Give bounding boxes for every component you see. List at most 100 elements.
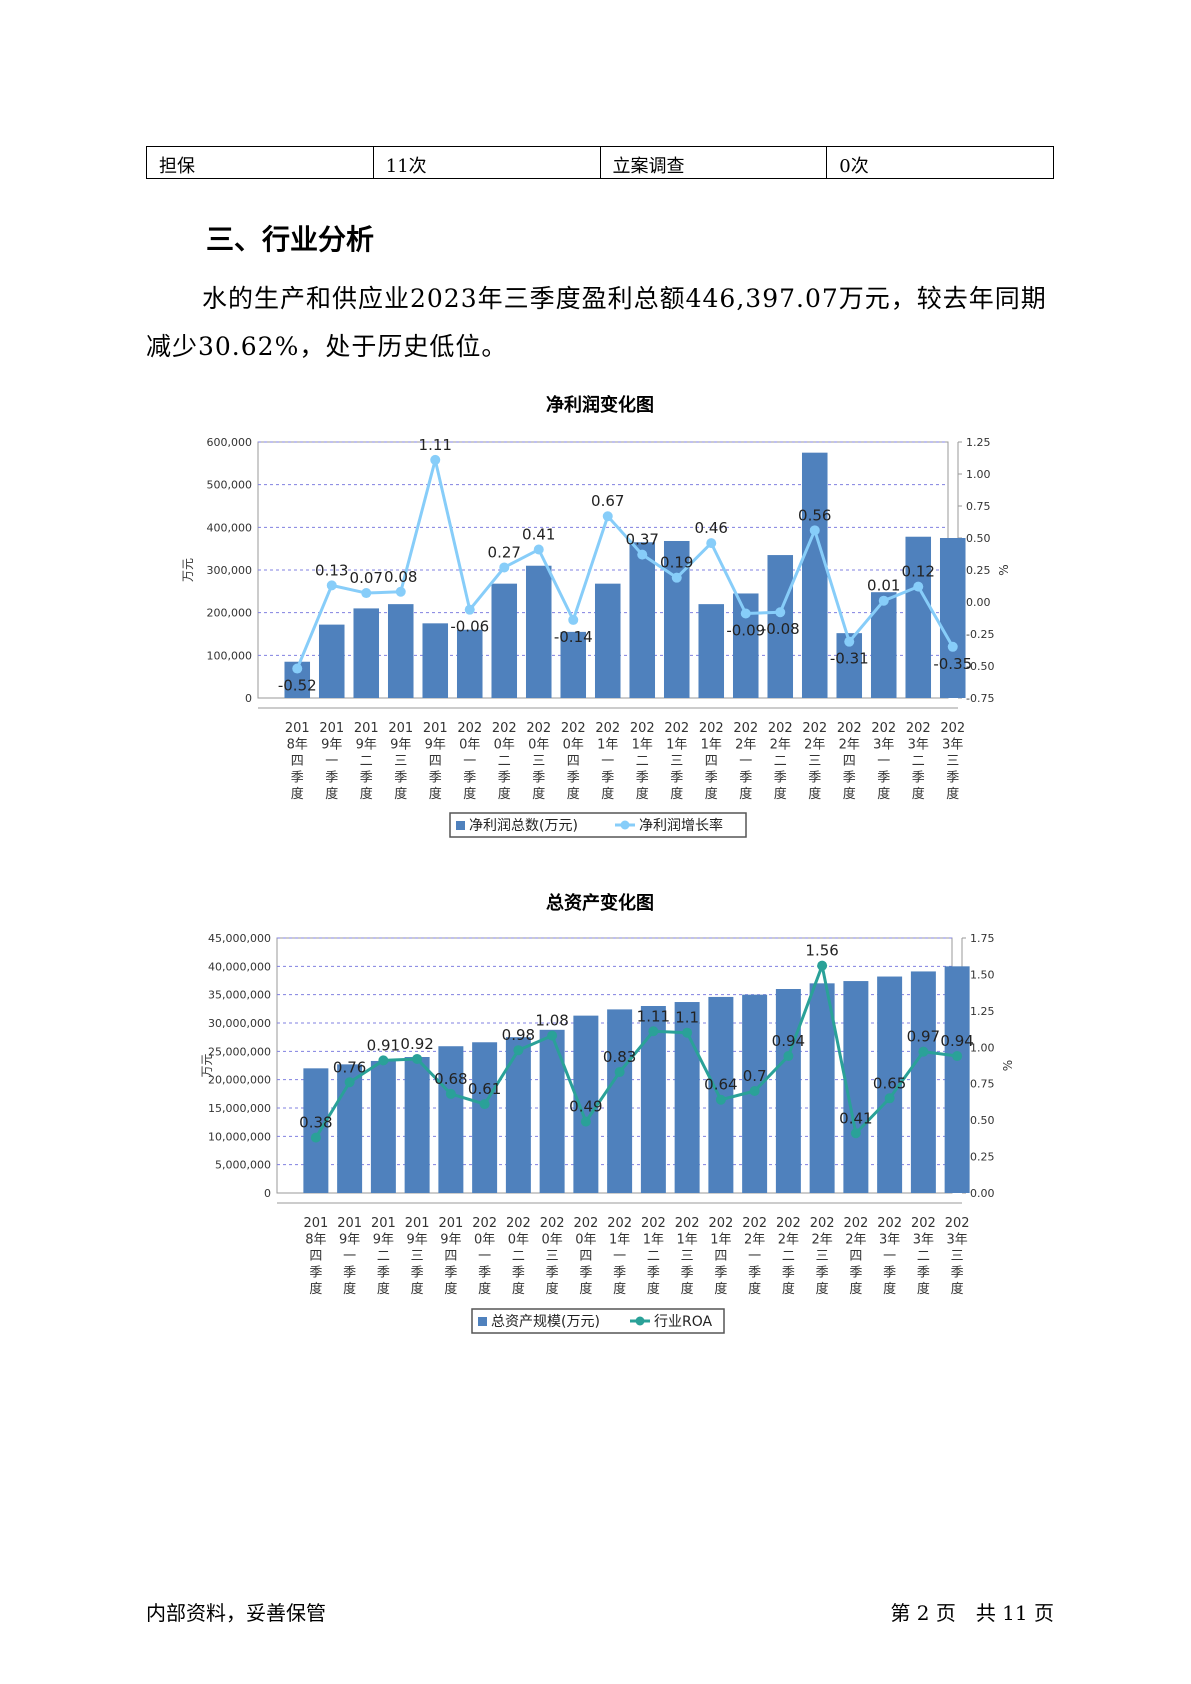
data-label: 0.01: [867, 577, 900, 595]
svg-text:三: 三: [546, 1249, 559, 1264]
svg-text:季: 季: [647, 1266, 660, 1281]
svg-text:季: 季: [613, 1266, 626, 1281]
svg-text:9年: 9年: [390, 738, 411, 753]
footer-confidential-note: 内部资料，妥善保管: [146, 1601, 326, 1625]
svg-text:202: 202: [940, 721, 965, 736]
data-label: 0.07: [350, 569, 383, 587]
data-label: 0.68: [434, 1070, 467, 1088]
svg-text:三: 三: [681, 1249, 694, 1264]
bar: [870, 592, 897, 698]
bar: [939, 538, 966, 698]
svg-text:度: 度: [647, 1281, 660, 1297]
svg-text:202: 202: [573, 1216, 598, 1231]
svg-text:二: 二: [774, 754, 787, 769]
svg-text:四: 四: [429, 754, 442, 769]
svg-text:一: 一: [325, 754, 338, 769]
svg-text:2年: 2年: [804, 738, 825, 753]
data-label: -0.35: [933, 655, 972, 673]
line-point: [326, 580, 337, 591]
svg-text:度: 度: [748, 1281, 761, 1297]
svg-text:0年: 0年: [474, 1233, 495, 1248]
svg-text:一: 一: [739, 754, 752, 769]
y2-tick-label: 0.00: [970, 1187, 995, 1200]
svg-text:202: 202: [810, 1216, 835, 1231]
series-line: [314, 964, 958, 1139]
svg-text:9年: 9年: [356, 738, 377, 753]
svg-text:202: 202: [776, 1216, 801, 1231]
svg-text:季: 季: [291, 771, 304, 786]
svg-text:0年: 0年: [494, 738, 515, 753]
y2-tick-label: -0.25: [966, 628, 994, 641]
footer-page-number: 第 2 页 共 11 页: [890, 1601, 1054, 1625]
svg-text:季: 季: [917, 1266, 930, 1281]
svg-text:四: 四: [849, 1249, 862, 1264]
line-point: [499, 562, 510, 573]
y2-tick-label: 1.00: [966, 468, 991, 481]
x-tick-label: 202 3年三季度: [940, 721, 965, 802]
line-point: [614, 1067, 625, 1078]
svg-text:度: 度: [636, 786, 649, 802]
y-tick-label: 40,000,000: [208, 960, 271, 973]
svg-text:度: 度: [714, 1281, 727, 1297]
y2-tick-label: 0.25: [966, 564, 991, 577]
svg-text:三: 三: [394, 754, 407, 769]
svg-text:9年: 9年: [406, 1233, 427, 1248]
data-label: 0.65: [873, 1074, 906, 1092]
line-point: [430, 454, 441, 465]
bar: [318, 624, 345, 698]
svg-text:度: 度: [325, 786, 338, 802]
svg-text:度: 度: [498, 786, 511, 802]
legend-box: [471, 1308, 725, 1334]
svg-text:二: 二: [917, 1249, 930, 1264]
svg-text:度: 度: [512, 1281, 525, 1297]
svg-text:度: 度: [291, 786, 304, 802]
table-cell: 立案调查: [599, 146, 828, 179]
svg-text:季: 季: [567, 771, 580, 786]
data-label: 0.7: [743, 1067, 767, 1085]
bar: [422, 623, 449, 698]
svg-text:1年: 1年: [701, 738, 722, 753]
svg-text:一: 一: [748, 1249, 761, 1264]
svg-text:202: 202: [492, 721, 517, 736]
y-tick-label: 20,000,000: [208, 1074, 271, 1087]
line-point: [817, 960, 828, 971]
data-label: -0.14: [554, 628, 593, 646]
y-tick-label: 35,000,000: [208, 989, 271, 1002]
bar: [438, 1046, 464, 1193]
svg-text:季: 季: [705, 771, 718, 786]
line-point: [292, 663, 303, 674]
y-tick-label: 300,000: [207, 564, 253, 577]
data-label: 1.11: [637, 1007, 670, 1025]
line-point: [547, 1030, 558, 1041]
svg-text:季: 季: [532, 771, 545, 786]
chart-title: 净利润变化图: [546, 394, 654, 416]
svg-text:1年: 1年: [666, 738, 687, 753]
svg-text:度: 度: [843, 786, 856, 802]
data-label: 1.1: [675, 1009, 699, 1027]
svg-text:1年: 1年: [676, 1233, 697, 1248]
svg-text:季: 季: [429, 771, 442, 786]
svg-text:9年: 9年: [440, 1233, 461, 1248]
svg-text:四: 四: [579, 1249, 592, 1264]
data-label: 0.38: [299, 1114, 332, 1132]
svg-text:度: 度: [917, 1281, 930, 1297]
svg-text:季: 季: [512, 1266, 525, 1281]
svg-text:度: 度: [532, 786, 545, 802]
svg-text:201: 201: [354, 721, 379, 736]
data-label: 1.56: [805, 942, 838, 960]
svg-text:季: 季: [877, 771, 890, 786]
svg-text:2年: 2年: [811, 1233, 832, 1248]
svg-text:度: 度: [705, 786, 718, 802]
svg-text:二: 二: [377, 1249, 390, 1264]
svg-text:202: 202: [843, 1216, 868, 1231]
svg-text:季: 季: [883, 1266, 896, 1281]
svg-text:202: 202: [506, 1216, 531, 1231]
svg-text:9年: 9年: [321, 738, 342, 753]
net-profit-chart: 净利润变化图 0 100,000 200,000 300,000 400,000 500,0…: [181, 394, 1011, 838]
legend-bar-label: 净利润总数(万元): [469, 818, 578, 834]
svg-text:度: 度: [463, 786, 476, 802]
